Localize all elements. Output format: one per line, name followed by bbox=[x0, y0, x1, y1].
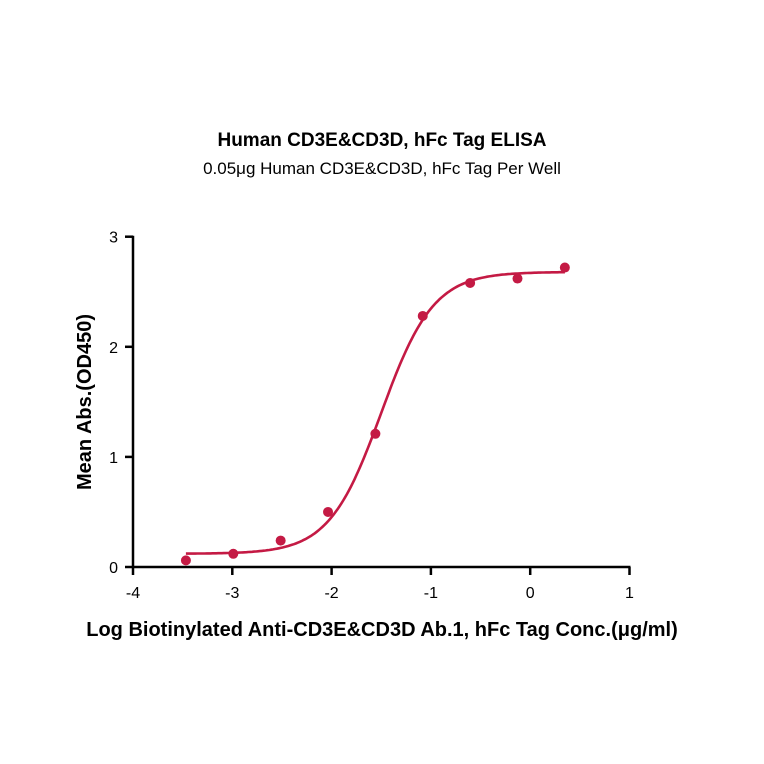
y-axis-label: Mean Abs.(OD450) bbox=[74, 314, 96, 490]
data-point bbox=[275, 535, 286, 546]
data-point bbox=[228, 548, 239, 559]
x-tick-label: -4 bbox=[126, 585, 140, 602]
y-tick-label: 0 bbox=[109, 560, 118, 577]
data-point bbox=[559, 262, 570, 273]
data-point bbox=[417, 310, 428, 321]
x-tick-label: -1 bbox=[424, 585, 438, 602]
data-point bbox=[512, 273, 523, 284]
data-point bbox=[465, 277, 476, 288]
x-tick-label: -3 bbox=[225, 585, 239, 602]
chart-title: Human CD3E&CD3D, hFc Tag ELISA bbox=[217, 130, 546, 151]
x-tick-label: -2 bbox=[324, 585, 338, 602]
y-tick-label: 1 bbox=[109, 450, 118, 467]
x-tick-label: 0 bbox=[526, 585, 535, 602]
x-axis-label: Log Biotinylated Anti-CD3E&CD3D Ab.1, hF… bbox=[86, 619, 678, 641]
data-point bbox=[323, 506, 334, 517]
x-tick-label: 1 bbox=[625, 585, 634, 602]
y-tick-label: 2 bbox=[109, 340, 118, 357]
chart-subtitle: 0.05μg Human CD3E&CD3D, hFc Tag Per Well bbox=[203, 159, 561, 178]
y-tick-label: 3 bbox=[109, 230, 118, 247]
data-point bbox=[370, 428, 381, 439]
fit-curve bbox=[185, 270, 565, 555]
data-point bbox=[180, 555, 191, 566]
